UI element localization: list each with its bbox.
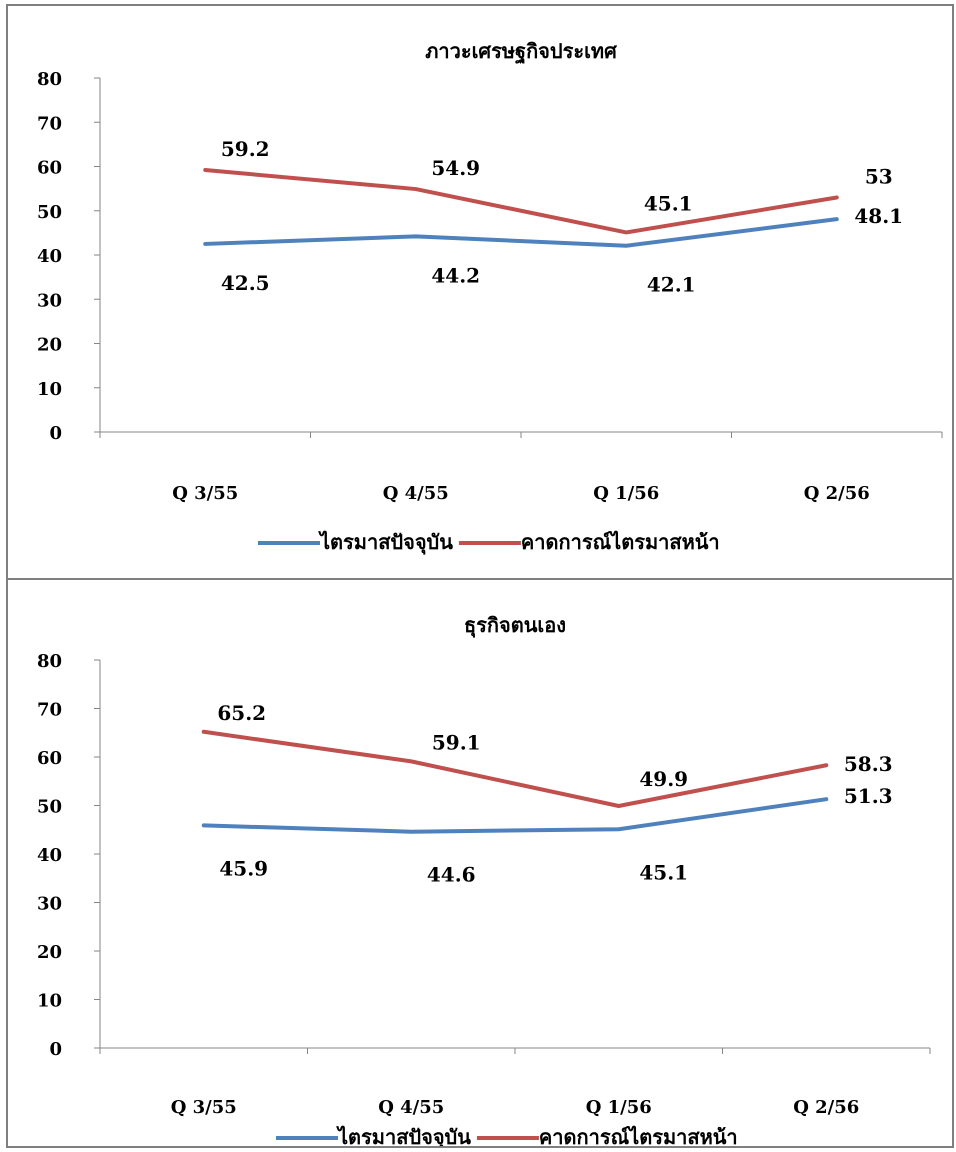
y-tick-label: 70: [37, 113, 62, 134]
x-category-label: Q 2/56: [804, 483, 870, 504]
line-chart-own-business: ธุรกิจตนเอง 0 10 20 30 40 50 60 70 80 Q 3/55 Q 4/55…: [37, 613, 931, 1146]
data-label: 59.1: [432, 730, 481, 754]
x-category-label: Q 4/55: [383, 483, 449, 504]
x-category-label: Q 1/56: [586, 1097, 652, 1118]
series-line-next-quarter-forecast: [201, 729, 829, 808]
data-label: 54.9: [431, 156, 480, 180]
y-tick-label: 50: [37, 797, 62, 818]
series-line-current-quarter: [203, 217, 839, 248]
data-label: 45.1: [644, 191, 693, 215]
y-tick-label: 30: [37, 894, 62, 915]
y-tick-label: 60: [37, 158, 62, 179]
data-label: 53: [865, 164, 893, 188]
x-category-label: Q 1/56: [593, 483, 659, 504]
y-tick-label: 80: [37, 651, 62, 672]
y-tick-label: 0: [49, 423, 62, 444]
chart-title: ธุรกิจตนเอง: [464, 613, 566, 638]
data-label: 51.3: [844, 784, 893, 808]
line-chart-national-economy: ภาวะเศรษฐกิจประเทศ 0 10 20 30 40 50 60 70 80 Q 3/5…: [37, 39, 943, 555]
y-tick-label: 40: [37, 845, 62, 866]
x-category-label: Q 3/55: [171, 1097, 237, 1118]
y-tick-label: 50: [37, 202, 62, 223]
legend-label: คาดการณ์ไตรมาสหน้า: [521, 530, 720, 554]
x-category-label: Q 3/55: [172, 483, 238, 504]
y-tick-label: 20: [37, 335, 62, 356]
data-label: 59.2: [221, 137, 270, 161]
data-label: 42.1: [647, 273, 696, 297]
chart-panel-national-economy: ภาวะเศรษฐกิจประเทศ 0 10 20 30 40 50 60 70 80 Q 3/5…: [6, 4, 954, 580]
data-label: 48.1: [854, 204, 903, 228]
series-line-current-quarter: [201, 797, 829, 834]
y-tick-label: 0: [49, 1039, 62, 1060]
y-tick-label: 10: [37, 379, 62, 400]
data-label: 58.3: [844, 752, 893, 776]
y-tick-label: 30: [37, 290, 62, 311]
y-tick-label: 70: [37, 700, 62, 721]
y-tick-label: 40: [37, 246, 62, 267]
y-tick-label: 80: [37, 69, 62, 90]
chart-panel-own-business: ธุรกิจตนเอง 0 10 20 30 40 50 60 70 80 Q 3/55 Q 4/55…: [6, 578, 954, 1148]
legend-label: ไตรมาสปัจจุบัน: [336, 1125, 471, 1146]
y-tick-label: 20: [37, 942, 62, 963]
x-category-label: Q 4/55: [378, 1097, 444, 1118]
chart-title: ภาวะเศรษฐกิจประเทศ: [425, 39, 618, 65]
data-label: 49.9: [639, 767, 688, 791]
data-label: 45.9: [219, 856, 268, 880]
series-line-next-quarter-forecast: [203, 168, 839, 235]
x-category-label: Q 2/56: [793, 1097, 859, 1118]
data-label: 44.2: [431, 263, 480, 287]
data-label: 65.2: [217, 701, 266, 725]
data-label: 45.1: [639, 860, 688, 884]
legend-label: ไตรมาสปัจจุบัน: [318, 530, 453, 555]
data-label: 44.6: [427, 863, 476, 887]
y-tick-label: 60: [37, 748, 62, 769]
y-tick-label: 10: [37, 991, 62, 1012]
legend-label: คาดการณ์ไตรมาสหน้า: [539, 1125, 738, 1146]
data-label: 42.5: [221, 271, 270, 295]
